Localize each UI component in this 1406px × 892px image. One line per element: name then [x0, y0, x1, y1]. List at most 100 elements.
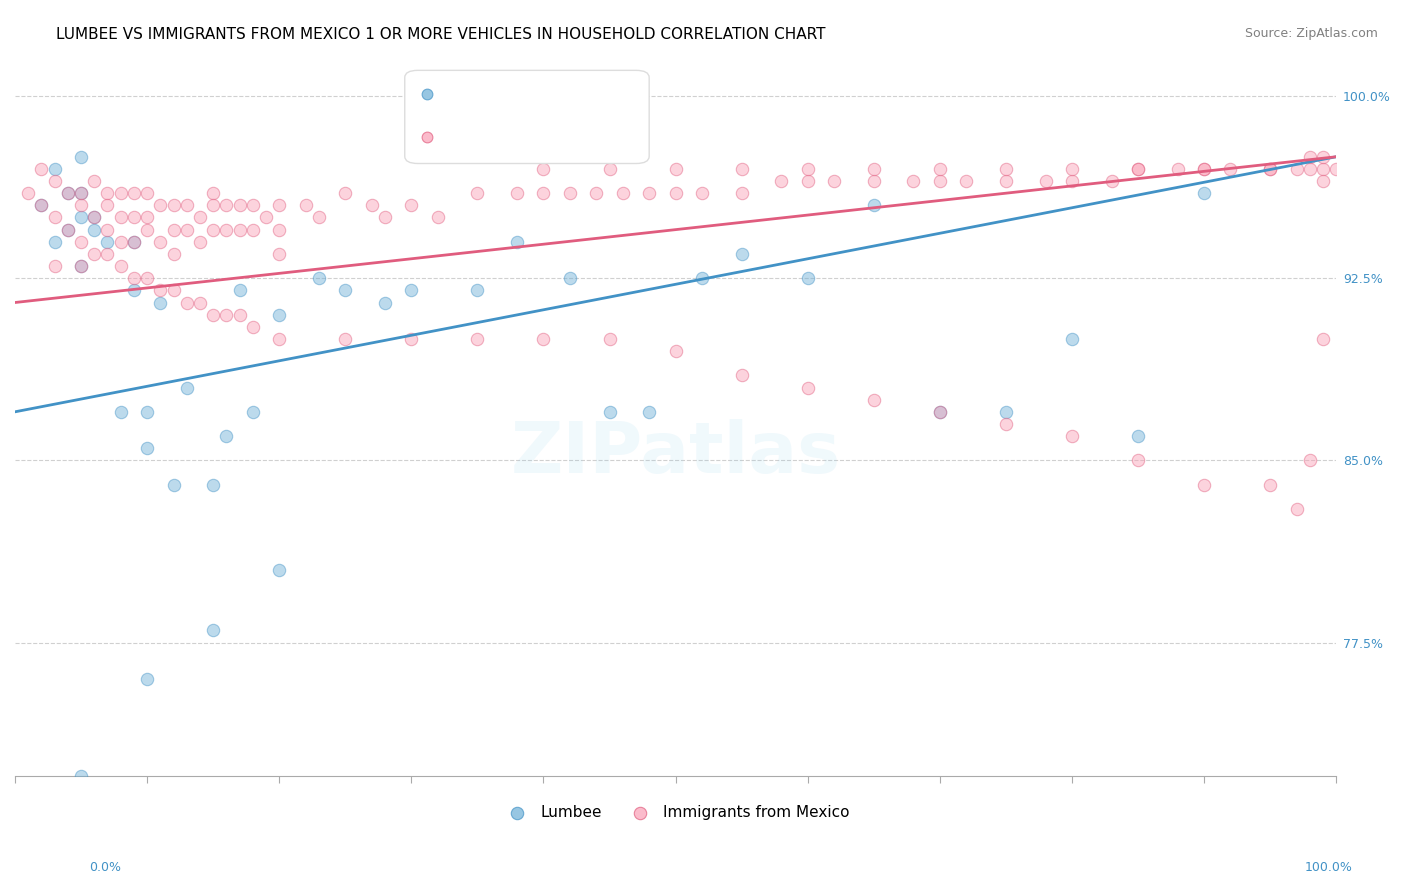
Point: [1192, 161, 1215, 176]
Point: [862, 198, 884, 212]
Point: [862, 174, 884, 188]
Point: [1312, 332, 1334, 346]
Point: [638, 186, 661, 201]
Point: [149, 235, 172, 249]
Point: [599, 405, 621, 419]
Point: [110, 186, 132, 201]
Point: [242, 222, 264, 236]
Point: [1192, 477, 1215, 491]
Point: [96, 222, 118, 236]
Point: [176, 198, 198, 212]
Point: [994, 417, 1017, 431]
Text: R = 0.700   N = 136: R = 0.700 N = 136: [437, 142, 606, 160]
Point: [1060, 332, 1083, 346]
Point: [30, 198, 52, 212]
Point: [1126, 453, 1149, 467]
Point: [202, 477, 225, 491]
Point: [796, 271, 818, 285]
Text: R = 0.326   N =  47: R = 0.326 N = 47: [437, 99, 600, 117]
Point: [690, 186, 713, 201]
Point: [374, 295, 396, 310]
Text: 47: 47: [596, 99, 620, 117]
Point: [110, 235, 132, 249]
Point: [70, 198, 93, 212]
Point: [1324, 161, 1347, 176]
Point: [506, 186, 529, 201]
Point: [862, 161, 884, 176]
Point: [176, 222, 198, 236]
Point: [83, 211, 105, 225]
Point: [401, 332, 423, 346]
Point: [70, 259, 93, 273]
Point: [96, 235, 118, 249]
Point: [1258, 161, 1281, 176]
Point: [928, 161, 950, 176]
Point: [796, 161, 818, 176]
Point: [254, 211, 277, 225]
Point: [30, 161, 52, 176]
Point: [928, 174, 950, 188]
Point: [136, 271, 159, 285]
Point: [1167, 161, 1189, 176]
Point: [1299, 161, 1322, 176]
Point: [202, 624, 225, 638]
Point: [467, 186, 489, 201]
Point: [506, 235, 529, 249]
Point: [730, 247, 752, 261]
Point: [56, 222, 79, 236]
Point: [202, 198, 225, 212]
Text: 0.0%: 0.0%: [90, 861, 121, 874]
Point: [1258, 161, 1281, 176]
Point: [558, 186, 581, 201]
Text: 100.0%: 100.0%: [1305, 861, 1353, 874]
Point: [1312, 161, 1334, 176]
Point: [44, 259, 66, 273]
Point: [162, 222, 184, 236]
Point: [70, 235, 93, 249]
Point: [136, 405, 159, 419]
Point: [242, 319, 264, 334]
Point: [122, 186, 145, 201]
Point: [1060, 161, 1083, 176]
Point: [83, 174, 105, 188]
Point: [690, 271, 713, 285]
Point: [416, 205, 439, 219]
Point: [136, 222, 159, 236]
Point: [202, 308, 225, 322]
Point: [1219, 161, 1241, 176]
Point: [122, 235, 145, 249]
Point: [136, 211, 159, 225]
Point: [44, 174, 66, 188]
Point: [1060, 429, 1083, 443]
Point: [110, 211, 132, 225]
Point: [202, 222, 225, 236]
Point: [136, 442, 159, 456]
Legend: Lumbee, Immigrants from Mexico: Lumbee, Immigrants from Mexico: [496, 798, 855, 826]
Point: [96, 247, 118, 261]
Point: [162, 198, 184, 212]
Point: [56, 222, 79, 236]
Point: [928, 405, 950, 419]
Point: [110, 405, 132, 419]
Point: [30, 198, 52, 212]
Point: [122, 271, 145, 285]
Text: 136: 136: [596, 142, 631, 160]
Point: [70, 150, 93, 164]
Point: [269, 222, 291, 236]
Point: [558, 271, 581, 285]
Point: [202, 186, 225, 201]
Point: [70, 769, 93, 783]
Point: [269, 198, 291, 212]
Point: [467, 284, 489, 298]
Point: [228, 222, 250, 236]
Point: [1101, 174, 1123, 188]
Point: [162, 284, 184, 298]
Point: [242, 198, 264, 212]
Point: [83, 211, 105, 225]
Point: [122, 235, 145, 249]
Point: [176, 295, 198, 310]
Point: [215, 222, 238, 236]
Point: [638, 405, 661, 419]
Point: [228, 198, 250, 212]
Point: [1192, 161, 1215, 176]
